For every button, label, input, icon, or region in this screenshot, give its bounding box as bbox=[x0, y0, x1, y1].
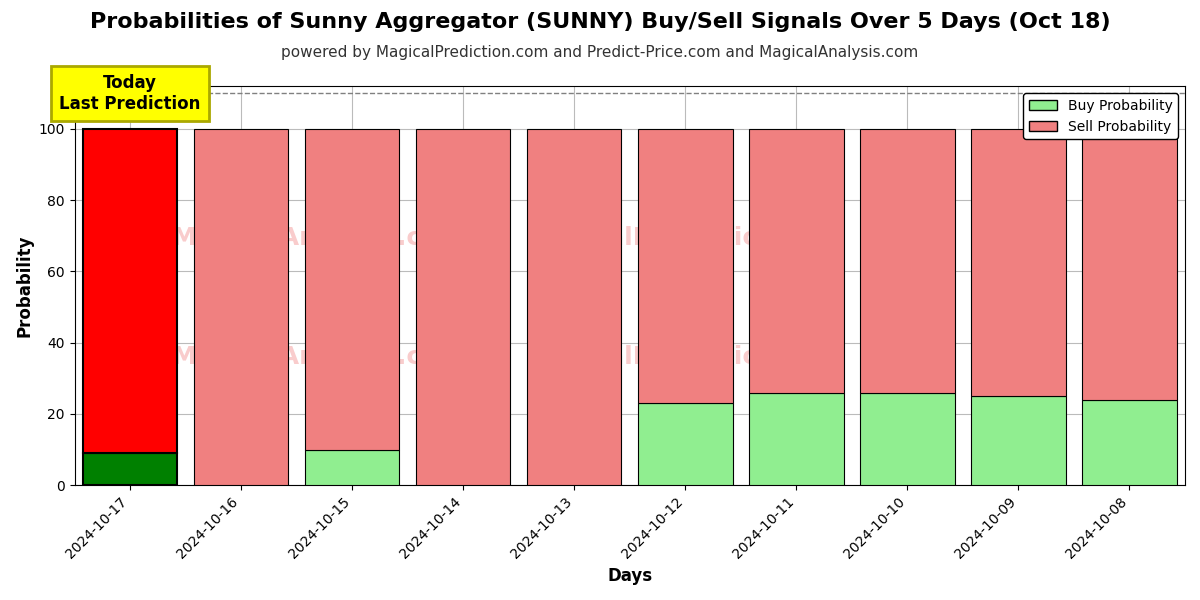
Text: MagicalPrediction.com: MagicalPrediction.com bbox=[524, 346, 846, 370]
Bar bbox=[749, 129, 844, 392]
X-axis label: Days: Days bbox=[607, 567, 653, 585]
Bar bbox=[860, 129, 955, 392]
Text: Probabilities of Sunny Aggregator (SUNNY) Buy/Sell Signals Over 5 Days (Oct 18): Probabilities of Sunny Aggregator (SUNNY… bbox=[90, 12, 1110, 32]
Bar bbox=[305, 129, 400, 449]
Text: MagicalPrediction.com: MagicalPrediction.com bbox=[524, 226, 846, 250]
Bar bbox=[860, 392, 955, 485]
Bar bbox=[194, 129, 288, 485]
Bar bbox=[638, 403, 732, 485]
Bar bbox=[83, 453, 178, 485]
Text: MagicalAnalysis.com: MagicalAnalysis.com bbox=[172, 226, 466, 250]
Text: MagicalAnalysis.com: MagicalAnalysis.com bbox=[172, 346, 466, 370]
Y-axis label: Probability: Probability bbox=[16, 235, 34, 337]
Bar bbox=[527, 129, 622, 485]
Bar bbox=[638, 129, 732, 403]
Text: Today
Last Prediction: Today Last Prediction bbox=[60, 74, 200, 113]
Text: powered by MagicalPrediction.com and Predict-Price.com and MagicalAnalysis.com: powered by MagicalPrediction.com and Pre… bbox=[281, 45, 919, 60]
Legend: Buy Probability, Sell Probability: Buy Probability, Sell Probability bbox=[1024, 93, 1178, 139]
Bar bbox=[749, 392, 844, 485]
Bar bbox=[1082, 129, 1177, 400]
Bar bbox=[971, 129, 1066, 396]
Bar bbox=[416, 129, 510, 485]
Bar bbox=[971, 396, 1066, 485]
Bar bbox=[83, 129, 178, 453]
Bar bbox=[305, 449, 400, 485]
Bar bbox=[1082, 400, 1177, 485]
